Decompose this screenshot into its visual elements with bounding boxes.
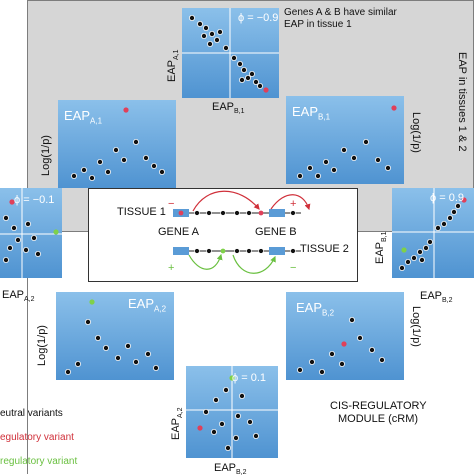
scatter-right [392, 188, 474, 278]
title-eap-b2: EAPB,2 [296, 300, 334, 318]
scatter-right-plot [392, 188, 474, 278]
scatter-bottom-plot [186, 366, 278, 458]
ylabel-eap-a2-bottom: EAPA,2 [170, 407, 184, 440]
scatter-left [0, 188, 62, 278]
panel-eap-b1-plot [296, 105, 397, 180]
eap-text: EAP [170, 417, 182, 440]
phi-right: ϕ = 0.9 [430, 192, 464, 204]
sub-a2: A,2 [154, 304, 167, 314]
sub-b2: B,2 [442, 297, 453, 305]
sub-a1: A,1 [90, 116, 103, 126]
eap-text: EAP [212, 101, 235, 113]
tissue-1-caption: Genes A & B have similar EAP in tissue 1 [284, 7, 397, 30]
sub-b2: B,2 [322, 308, 335, 318]
title-eap-a1: EAPA,1 [64, 108, 102, 126]
sub-a1: A,1 [173, 49, 181, 60]
eap-text: EAP [64, 108, 91, 123]
scatter-a1-b1 [182, 8, 279, 98]
eap-text: EAP [166, 59, 178, 82]
eap-text: EAP [420, 290, 443, 302]
panel-eap-b2 [286, 292, 404, 380]
ylabel-log-right-bottom: Log(1/p) [410, 306, 422, 347]
tissue-1-label: TISSUE 1 [117, 206, 166, 218]
minus-sign-a1: − [168, 198, 175, 210]
legend-regulatory-red: egulatory variant [0, 432, 74, 443]
sub-b1: B,1 [234, 108, 245, 116]
tissue-2-region [27, 232, 474, 474]
sub-a2: A,2 [24, 296, 35, 304]
xlabel-eap-b2-right: EAPB,2 [420, 290, 453, 304]
phi-left: ϕ = −0.1 [14, 194, 55, 206]
legend-regulatory-green: regulatory variant [0, 456, 78, 467]
scatter-bottom [186, 366, 278, 458]
side-label: EAP in tissues 1 & 2 [456, 52, 468, 152]
panel-eap-a1 [58, 100, 176, 188]
ylabel-eap-b1-right: EAPB,1 [374, 231, 388, 264]
gene-diagram-svg [173, 190, 311, 274]
plus-sign-b1: + [290, 198, 297, 210]
phi-bottom: ϕ = 0.1 [232, 372, 266, 384]
sub-a2: A,2 [177, 407, 185, 418]
ylabel-log-left-bottom: Log(1/p) [36, 325, 48, 366]
eap-text: EAP [128, 296, 155, 311]
xlabel-eap-a2-left: EAPA,2 [2, 289, 35, 303]
sub-b1: B,1 [381, 231, 389, 242]
panel-eap-a2-plot [64, 299, 160, 376]
xlabel-eap-b1-top: EAPB,1 [212, 101, 245, 115]
scatter-left-plot [0, 188, 62, 278]
legend-neutral: eutral variants [0, 408, 63, 419]
gene-a-label: GENE A [158, 226, 199, 238]
crm-label-line-2: MODULE (cRM) [338, 413, 419, 425]
ylabel-log-right-top: Log(1/p) [410, 112, 422, 153]
phi-top: ϕ = −0.9 [238, 12, 279, 24]
gene-diagram [88, 188, 358, 282]
eap-text: EAP [296, 300, 323, 315]
eap-text: EAP [292, 104, 319, 119]
eap-text: EAP [2, 289, 25, 301]
tissue-2-label: TISSUE 2 [300, 243, 349, 255]
ylabel-eap-a1-top: EAPA,1 [166, 49, 180, 82]
sub-b2: B,2 [236, 469, 247, 476]
minus-sign-b2: − [290, 262, 297, 274]
sub-b1: B,1 [318, 112, 331, 122]
gene-b-label: GENE B [255, 226, 297, 238]
title-eap-a2: EAPA,2 [128, 296, 166, 314]
panel-eap-b2-plot [296, 316, 386, 376]
panel-eap-b1 [286, 96, 404, 184]
plus-sign-a2: + [168, 262, 175, 274]
panel-eap-a2 [56, 292, 174, 380]
title-eap-b1: EAPB,1 [292, 104, 330, 122]
scatter-a1-b1-plot [182, 8, 279, 98]
ylabel-log-left-top: Log(1/p) [40, 135, 52, 176]
eap-text: EAP [374, 241, 386, 264]
crm-label-line-1: CIS-REGULATORY [330, 400, 427, 412]
xlabel-eap-b2-bottom: EAPB,2 [214, 462, 247, 476]
panel-eap-a1-plot [70, 107, 166, 182]
eap-text: EAP [214, 462, 237, 474]
